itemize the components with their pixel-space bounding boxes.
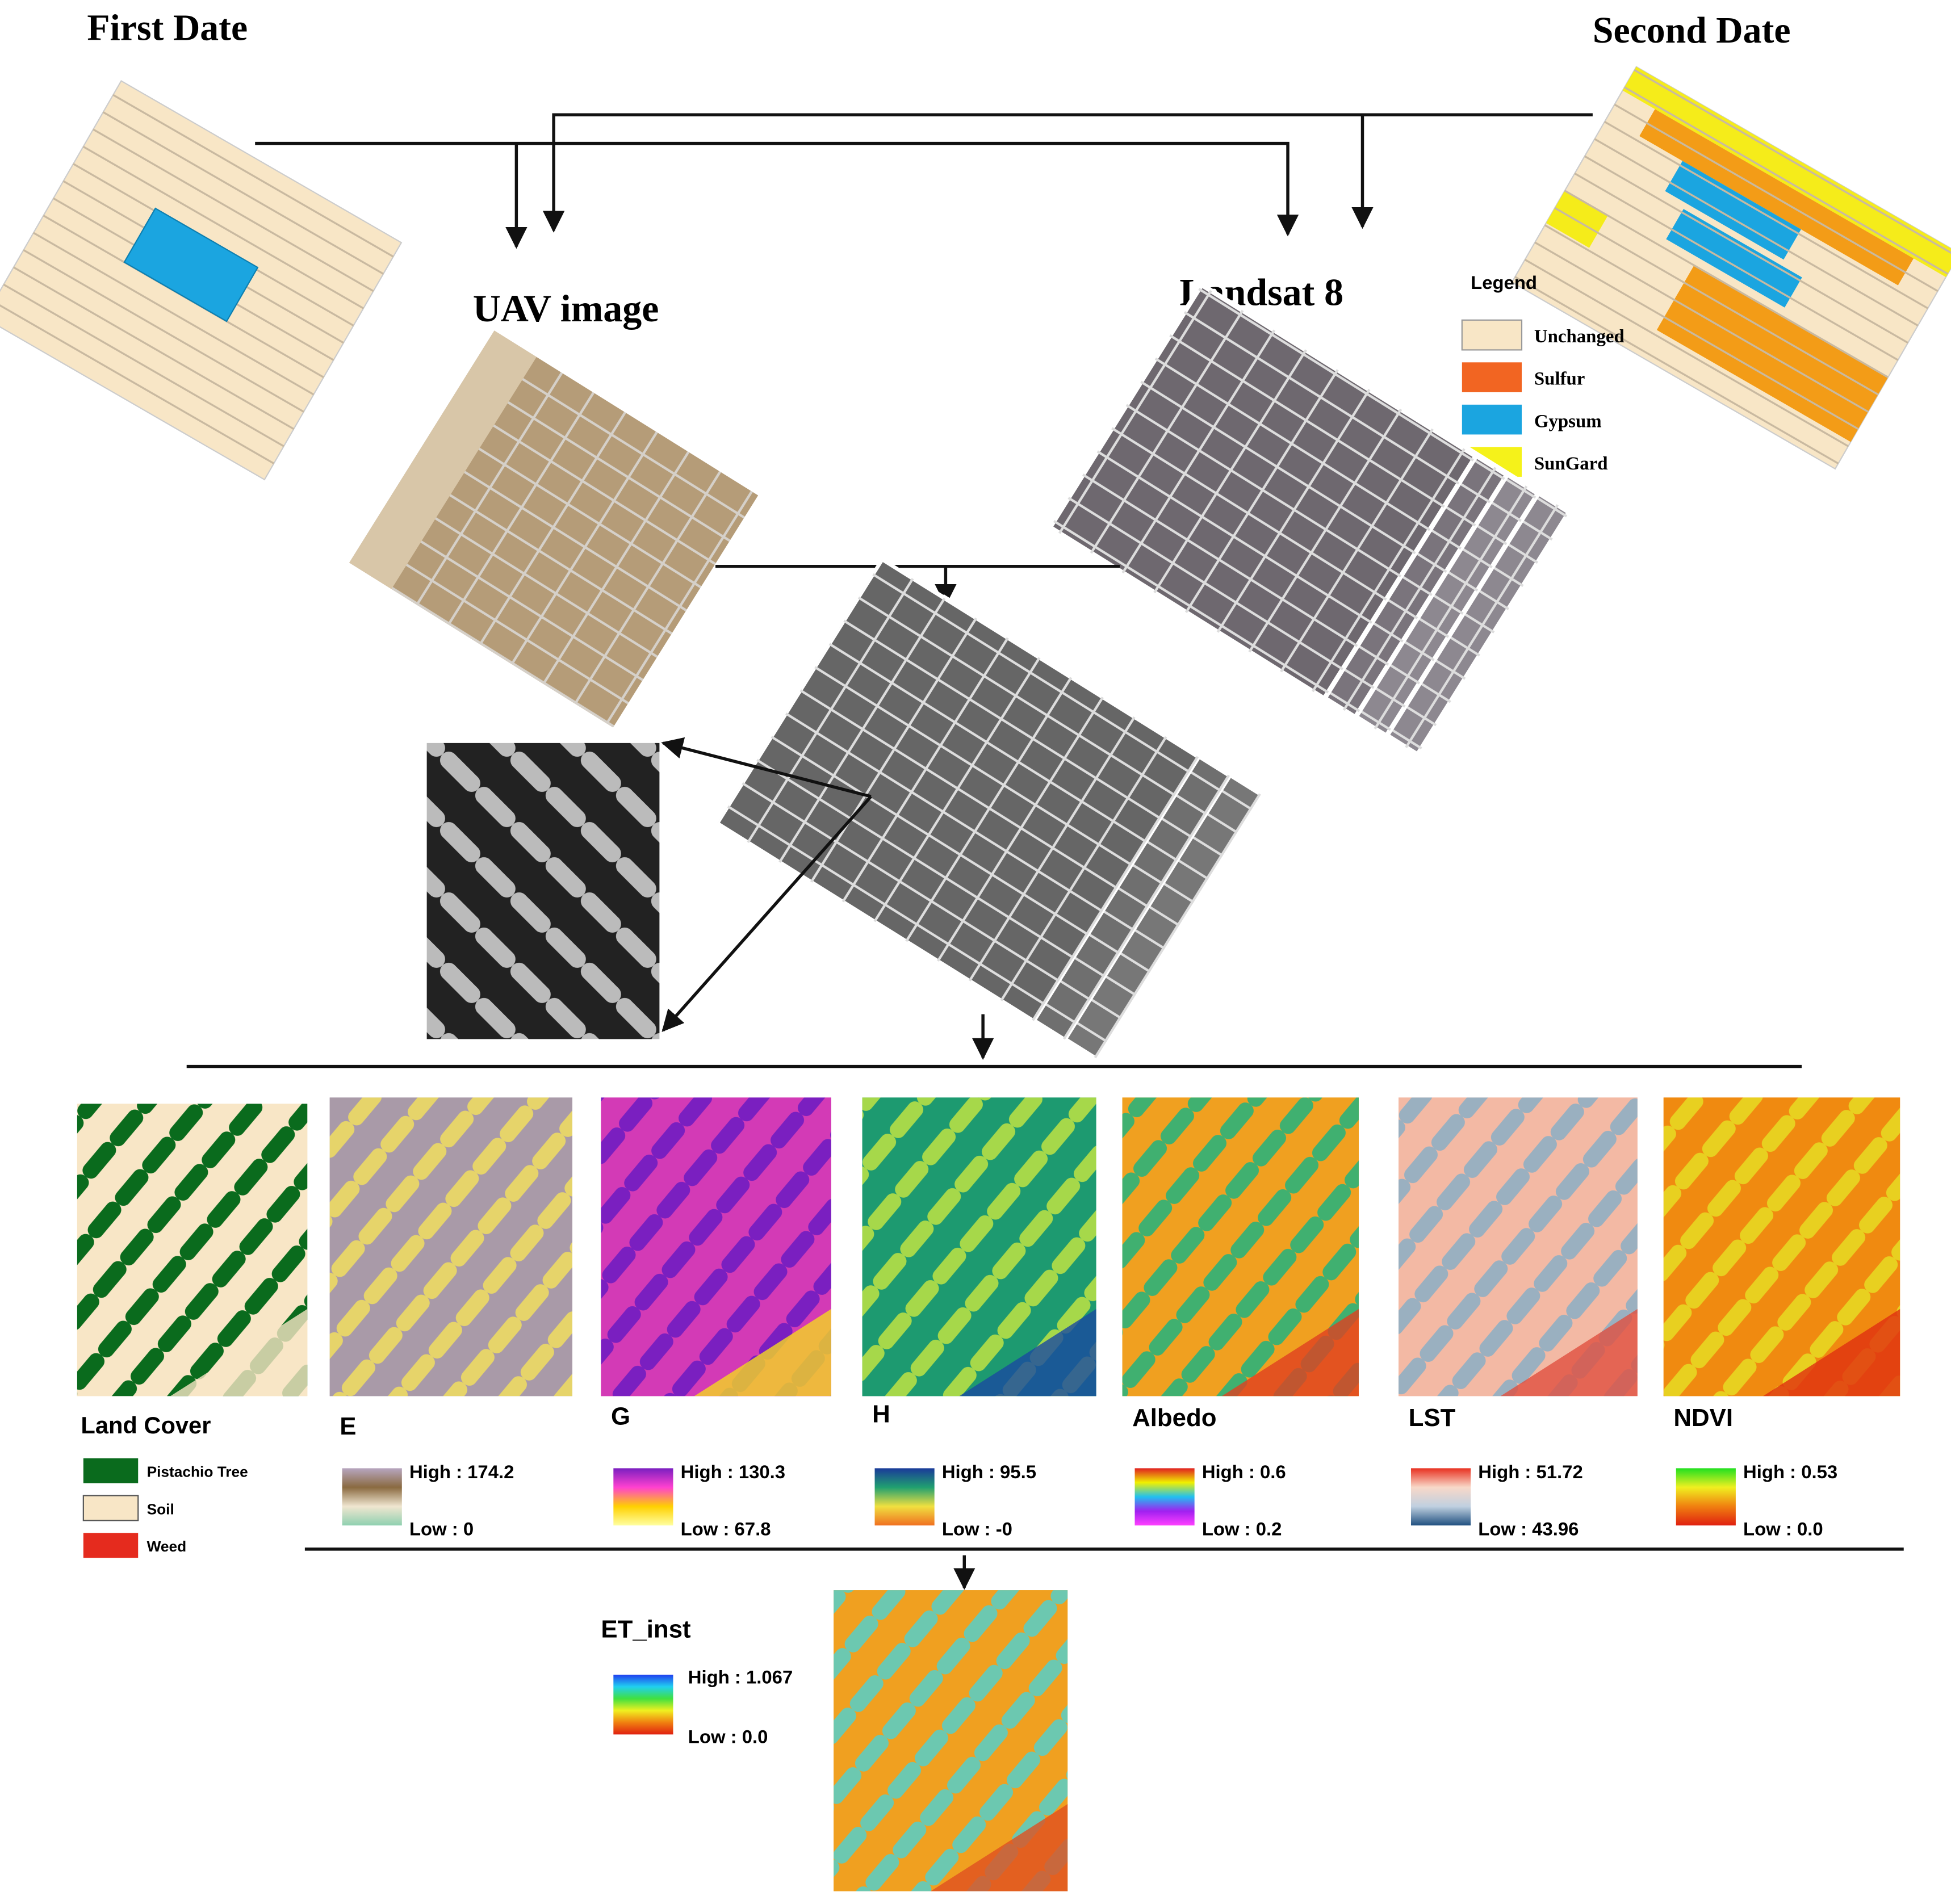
legend-swatch bbox=[83, 1533, 139, 1558]
legend-low: Low : 0.0 bbox=[1743, 1519, 1823, 1540]
legend-gradient bbox=[1134, 1468, 1195, 1526]
legend-high: High : 130.3 bbox=[681, 1461, 785, 1482]
legend-low: Low : 0 bbox=[409, 1519, 474, 1540]
land-cover: Land Cover Pistachio Tree Soil Weed bbox=[81, 1412, 248, 1558]
connector bbox=[661, 737, 872, 798]
legend: Legend Unchanged Sulfur Gypsum SunGard bbox=[1461, 272, 1625, 477]
legend-gradient bbox=[874, 1468, 935, 1526]
legend-low: Low : 67.8 bbox=[681, 1519, 771, 1540]
legend-swatch bbox=[1462, 362, 1522, 392]
uav-image bbox=[349, 330, 759, 728]
legend-swatch bbox=[82, 1495, 139, 1521]
legend-high: High : 1.067 bbox=[688, 1667, 793, 1688]
map-title: Land Cover bbox=[81, 1412, 211, 1439]
connector bbox=[542, 113, 1593, 233]
legend-low: Low : 0.2 bbox=[1202, 1519, 1282, 1540]
second-date-map bbox=[1511, 66, 1951, 470]
legend-gradient bbox=[342, 1468, 402, 1526]
legend-item: Pistachio Tree bbox=[147, 1463, 248, 1481]
legend-item: Soil bbox=[147, 1500, 174, 1517]
map-title: E bbox=[340, 1412, 356, 1440]
legend-high: High : 51.72 bbox=[1478, 1461, 1582, 1482]
legend-gradient bbox=[613, 1675, 673, 1735]
map-image bbox=[329, 1097, 573, 1396]
legend-item: Weed bbox=[147, 1538, 187, 1555]
legend-swatch bbox=[83, 1458, 139, 1483]
legend-low: Low : 0.0 bbox=[688, 1726, 768, 1747]
legend-gradient bbox=[613, 1468, 673, 1526]
zoom-image bbox=[426, 743, 660, 1039]
legend-high: High : 174.2 bbox=[409, 1461, 514, 1482]
legend-high: High : 95.5 bbox=[942, 1461, 1036, 1482]
legend-high: High : 0.53 bbox=[1743, 1461, 1837, 1482]
legend-low: Low : 43.96 bbox=[1478, 1519, 1579, 1540]
first-date-title: First Date bbox=[87, 7, 248, 49]
connector bbox=[662, 795, 872, 1032]
legend-gradient bbox=[1676, 1468, 1736, 1526]
legend-item: Sulfur bbox=[1534, 369, 1585, 389]
map-title: Albedo bbox=[1132, 1404, 1216, 1432]
legend-gradient bbox=[1410, 1468, 1471, 1526]
first-date-map bbox=[0, 79, 403, 481]
processed-stack bbox=[714, 557, 1264, 1061]
map-title: NDVI bbox=[1673, 1404, 1733, 1432]
map-title: ET_inst bbox=[601, 1615, 691, 1643]
legend-item: SunGard bbox=[1534, 454, 1608, 474]
legend-title: Legend bbox=[1471, 272, 1537, 293]
map-title: H bbox=[872, 1400, 890, 1428]
legend-item: Gypsum bbox=[1534, 411, 1602, 431]
legend-swatch bbox=[1462, 404, 1522, 435]
legend-high: High : 0.6 bbox=[1202, 1461, 1286, 1482]
map-title: LST bbox=[1409, 1404, 1456, 1432]
map-title: G bbox=[611, 1403, 630, 1431]
legend-swatch bbox=[1461, 319, 1523, 351]
legend-low: Low : -0 bbox=[942, 1519, 1012, 1540]
uav-label: UAV image bbox=[473, 287, 659, 330]
second-date-title: Second Date bbox=[1593, 10, 1791, 51]
connector bbox=[255, 141, 1299, 237]
legend-item: Unchanged bbox=[1534, 326, 1625, 347]
landsat-stack bbox=[1046, 281, 1573, 758]
